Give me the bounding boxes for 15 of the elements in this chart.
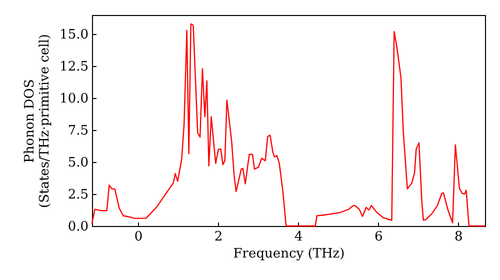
x-tick-label: 4	[294, 230, 303, 244]
y-tick-label: 15.0	[60, 28, 88, 43]
x-tick-label: 8	[454, 230, 463, 244]
x-tick-label: 2	[214, 230, 223, 244]
x-tick-label: 0	[134, 230, 143, 244]
y-tick-label: 10.0	[60, 92, 88, 107]
line-series	[91, 23, 486, 227]
y-tick-label: 7.5	[68, 124, 88, 139]
y-tick-label: 2.5	[68, 188, 88, 203]
x-axis-title: Frequency (THz)	[233, 246, 345, 262]
y-tick-label: 5.0	[68, 156, 88, 171]
y-tick-label: 0.0	[68, 220, 88, 234]
y-tick-label: 12.5	[60, 60, 88, 75]
x-tick-label: 6	[374, 230, 383, 244]
y-axis-title: Phonon DOS (States/THz·primitive cell)	[22, 34, 53, 208]
